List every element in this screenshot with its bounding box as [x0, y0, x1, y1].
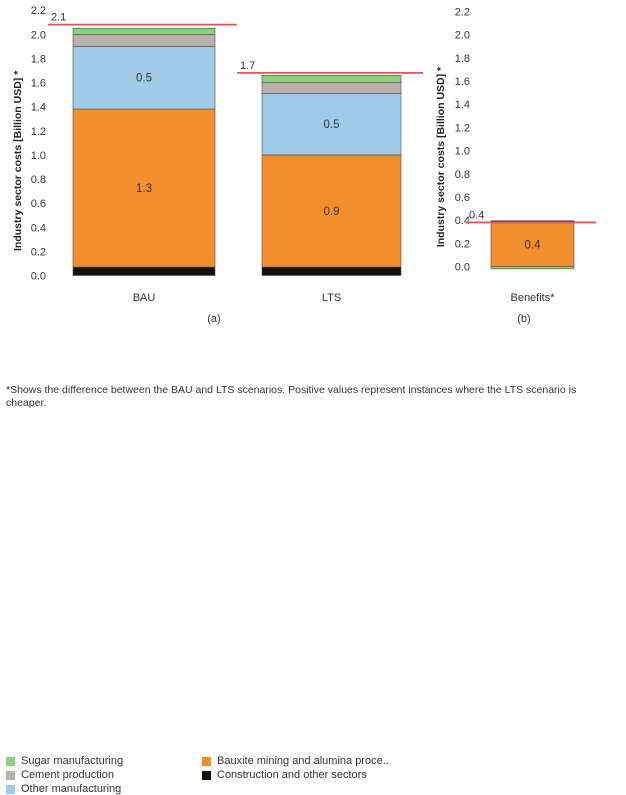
x-category-label: Benefits*	[510, 292, 555, 304]
y-tick-label: 0.2	[31, 246, 46, 258]
total-reference-label: 1.7	[240, 60, 255, 72]
chart-svg: 0.0 0.2 0.4 0.6 0.8 1.0 1.2 1.4 1.6 1.8 2.0 2.2 Indu…	[12, 5, 596, 325]
y-tick-label: 1.8	[31, 53, 46, 65]
legend-swatch	[6, 756, 15, 766]
legend-item-bauxite[interactable]: Bauxite mining and alumina proce..	[202, 755, 389, 767]
x-category-label: BAU	[133, 292, 156, 304]
y-tick-label: 1.6	[31, 78, 46, 90]
y-tick-label: 0.2	[455, 238, 470, 250]
legend-label: Cement production	[21, 769, 114, 781]
legend-item-sugar[interactable]: Sugar manufacturing	[6, 755, 123, 767]
chart-panel-b: 0.0 0.2 0.4 0.6 0.8 1.0 1.2 1.4 1.6 1.8 2.0 2.2 Indu…	[435, 7, 596, 325]
total-reference-label: 2.1	[51, 12, 66, 24]
data-label: 1.3	[136, 183, 152, 195]
data-label: 0.9	[324, 206, 340, 218]
y-tick-label: 0.4	[455, 215, 470, 227]
bar-segment	[490, 220, 575, 222]
data-label: 0.5	[136, 73, 152, 85]
y-tick-label: 2.0	[455, 30, 470, 42]
bar-segment	[72, 33, 216, 47]
y-tick-label: 0.8	[455, 169, 470, 181]
legend-item-cement[interactable]: Cement production	[6, 769, 114, 781]
legend-item-construction[interactable]: Construction and other sectors	[202, 769, 367, 781]
y-tick-label: 1.4	[455, 99, 470, 111]
y-tick-label: 1.2	[455, 122, 470, 134]
y-tick-label: 0.0	[455, 262, 470, 274]
total-reference-label: 0.4	[469, 209, 484, 221]
y-tick-label: 1.0	[31, 150, 46, 162]
footnote: *Shows the difference between the BAU an…	[6, 384, 577, 409]
y-tick-label: 0.6	[455, 192, 470, 204]
chart-panel-a: 0.0 0.2 0.4 0.6 0.8 1.0 1.2 1.4 1.6 1.8 2.0 2.2 Indu…	[12, 5, 423, 325]
legend-swatch	[202, 770, 211, 780]
y-tick-label: 0.8	[31, 174, 46, 186]
bar-segment	[72, 108, 216, 268]
bar-segment	[72, 266, 216, 276]
legend-label: Bauxite mining and alumina proce..	[217, 755, 389, 767]
legend-swatch	[202, 756, 211, 766]
legend-swatch	[6, 770, 15, 780]
legend-label: Sugar manufacturing	[21, 755, 124, 767]
data-label: 0.4	[525, 239, 542, 251]
bar-segment	[490, 222, 575, 267]
bar-segment	[261, 266, 402, 276]
bar-segment	[72, 27, 216, 35]
legend-swatch	[6, 784, 15, 794]
panel-label: (b)	[517, 313, 530, 325]
legend-label: Other manufacturing	[21, 783, 122, 795]
y-tick-label: 1.8	[455, 53, 470, 65]
y-tick-label: 1.6	[455, 76, 470, 88]
bar-segment	[261, 82, 402, 94]
bar-segment	[261, 75, 402, 83]
panel-label: (a)	[207, 313, 220, 325]
y-tick-label: 1.0	[455, 146, 470, 158]
bar-segment	[72, 46, 216, 110]
y-tick-label: 2.2	[455, 7, 470, 19]
y-tick-label: 0.4	[31, 222, 46, 234]
data-label: 0.5	[324, 119, 340, 131]
legend-item-other-manufacturing[interactable]: Other manufacturing	[6, 783, 121, 795]
y-tick-label: 1.4	[31, 102, 46, 114]
bar-segment	[261, 93, 402, 156]
y-tick-label: 1.2	[31, 126, 46, 138]
y-axis-title: Industry sector costs [Billion USD] *	[435, 66, 447, 247]
y-tick-label: 0.0	[31, 271, 46, 283]
chart-figure: 0.0 0.2 0.4 0.6 0.8 1.0 1.2 1.4 1.6 1.8 2.0 2.2 Indu…	[6, 5, 596, 795]
y-tick-label: 2.0	[31, 29, 46, 41]
y-axis-title: Industry sector costs [Billion USD] *	[12, 70, 24, 251]
x-category-label: LTS	[322, 292, 341, 304]
bar-segment	[490, 266, 575, 270]
y-tick-label: 2.2	[31, 5, 46, 17]
y-tick-label: 0.6	[31, 198, 46, 210]
legend-label: Construction and other sectors	[217, 769, 367, 781]
